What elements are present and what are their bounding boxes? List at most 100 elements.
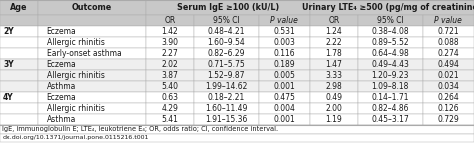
Text: 1.78: 1.78 — [326, 49, 342, 58]
Text: 0.001: 0.001 — [273, 82, 295, 91]
Text: Asthma: Asthma — [46, 82, 76, 91]
Bar — [357, 37, 422, 48]
Bar — [0, 92, 38, 103]
Text: 0.64–4.98: 0.64–4.98 — [371, 49, 409, 58]
Bar — [259, 92, 310, 103]
Text: 0.494: 0.494 — [438, 60, 459, 69]
Text: 2Y: 2Y — [3, 27, 14, 36]
Text: 95% CI: 95% CI — [377, 16, 403, 25]
Bar — [310, 15, 357, 26]
Bar — [38, 0, 146, 15]
Text: 0.126: 0.126 — [438, 104, 459, 113]
Text: 0.18–2.21: 0.18–2.21 — [208, 93, 245, 102]
Text: 0.14–1.71: 0.14–1.71 — [371, 93, 409, 102]
Bar — [194, 81, 259, 92]
Bar — [146, 103, 194, 114]
Bar — [194, 114, 259, 125]
Text: 0.63: 0.63 — [162, 93, 179, 102]
Bar — [259, 59, 310, 70]
Text: OR: OR — [164, 16, 175, 25]
Bar — [0, 125, 474, 134]
Bar — [146, 15, 194, 26]
Text: OR: OR — [328, 16, 339, 25]
Text: 0.531: 0.531 — [273, 27, 295, 36]
Text: Allergic rhinitis: Allergic rhinitis — [46, 71, 104, 80]
Text: Asthma: Asthma — [46, 115, 76, 124]
Text: Age: Age — [10, 3, 27, 12]
Text: 1.52–9.87: 1.52–9.87 — [208, 71, 245, 80]
Text: 0.003: 0.003 — [273, 38, 295, 47]
Bar — [310, 59, 357, 70]
Bar — [38, 37, 146, 48]
Text: 0.189: 0.189 — [273, 60, 295, 69]
Bar — [357, 26, 422, 37]
Text: 3.33: 3.33 — [325, 71, 342, 80]
Bar — [422, 70, 474, 81]
Bar — [0, 134, 474, 142]
Text: 0.264: 0.264 — [438, 93, 459, 102]
Text: 4Y: 4Y — [3, 93, 14, 102]
Bar — [38, 70, 146, 81]
Bar — [310, 70, 357, 81]
Text: 0.82–4.86: 0.82–4.86 — [371, 104, 409, 113]
Bar — [422, 92, 474, 103]
Text: 2.27: 2.27 — [162, 49, 178, 58]
Bar — [146, 26, 194, 37]
Bar — [194, 59, 259, 70]
Bar — [357, 114, 422, 125]
Bar — [38, 26, 146, 37]
Text: 3Y: 3Y — [3, 60, 14, 69]
Bar — [0, 26, 38, 37]
Bar — [310, 81, 357, 92]
Text: Early-onset asthma: Early-onset asthma — [46, 49, 121, 58]
Text: 3.87: 3.87 — [162, 71, 178, 80]
Bar — [357, 70, 422, 81]
Bar — [259, 15, 310, 26]
Text: dx.doi.org/10.1371/journal.pone.0115216.t001: dx.doi.org/10.1371/journal.pone.0115216.… — [2, 136, 149, 141]
Bar — [0, 15, 38, 26]
Bar — [38, 92, 146, 103]
Bar — [357, 81, 422, 92]
Bar — [194, 48, 259, 59]
Text: P value: P value — [434, 16, 462, 25]
Bar — [0, 37, 38, 48]
Bar — [0, 81, 38, 92]
Text: 0.116: 0.116 — [273, 49, 295, 58]
Bar — [422, 114, 474, 125]
Text: 0.088: 0.088 — [438, 38, 459, 47]
Text: 1.60–9.54: 1.60–9.54 — [207, 38, 245, 47]
Text: Allergic rhinitis: Allergic rhinitis — [46, 38, 104, 47]
Text: IgE, immunoglobulin E; LTE₄, leukotriene E₄; OR, odds ratio; CI, confidence inte: IgE, immunoglobulin E; LTE₄, leukotriene… — [2, 127, 279, 133]
Text: 5.41: 5.41 — [162, 115, 178, 124]
Text: 2.02: 2.02 — [162, 60, 178, 69]
Bar — [310, 48, 357, 59]
Bar — [310, 92, 357, 103]
Text: 0.021: 0.021 — [438, 71, 459, 80]
Bar — [38, 48, 146, 59]
Bar — [310, 37, 357, 48]
Text: 1.20–9.23: 1.20–9.23 — [371, 71, 409, 80]
Bar — [259, 70, 310, 81]
Text: 1.09–8.18: 1.09–8.18 — [371, 82, 409, 91]
Text: 1.47: 1.47 — [325, 60, 342, 69]
Bar — [422, 81, 474, 92]
Bar — [146, 70, 194, 81]
Bar — [146, 59, 194, 70]
Bar — [146, 92, 194, 103]
Bar — [422, 59, 474, 70]
Bar — [0, 70, 38, 81]
Bar — [194, 70, 259, 81]
Bar — [310, 103, 357, 114]
Text: 5.40: 5.40 — [162, 82, 179, 91]
Bar — [0, 103, 38, 114]
Text: Eczema: Eczema — [46, 27, 76, 36]
Bar — [422, 48, 474, 59]
Bar — [146, 0, 310, 15]
Bar — [357, 15, 422, 26]
Bar — [422, 26, 474, 37]
Bar — [357, 59, 422, 70]
Text: Serum IgE ≥100 (kU/L): Serum IgE ≥100 (kU/L) — [177, 3, 279, 12]
Text: 3.90: 3.90 — [162, 38, 179, 47]
Bar — [38, 114, 146, 125]
Bar — [259, 48, 310, 59]
